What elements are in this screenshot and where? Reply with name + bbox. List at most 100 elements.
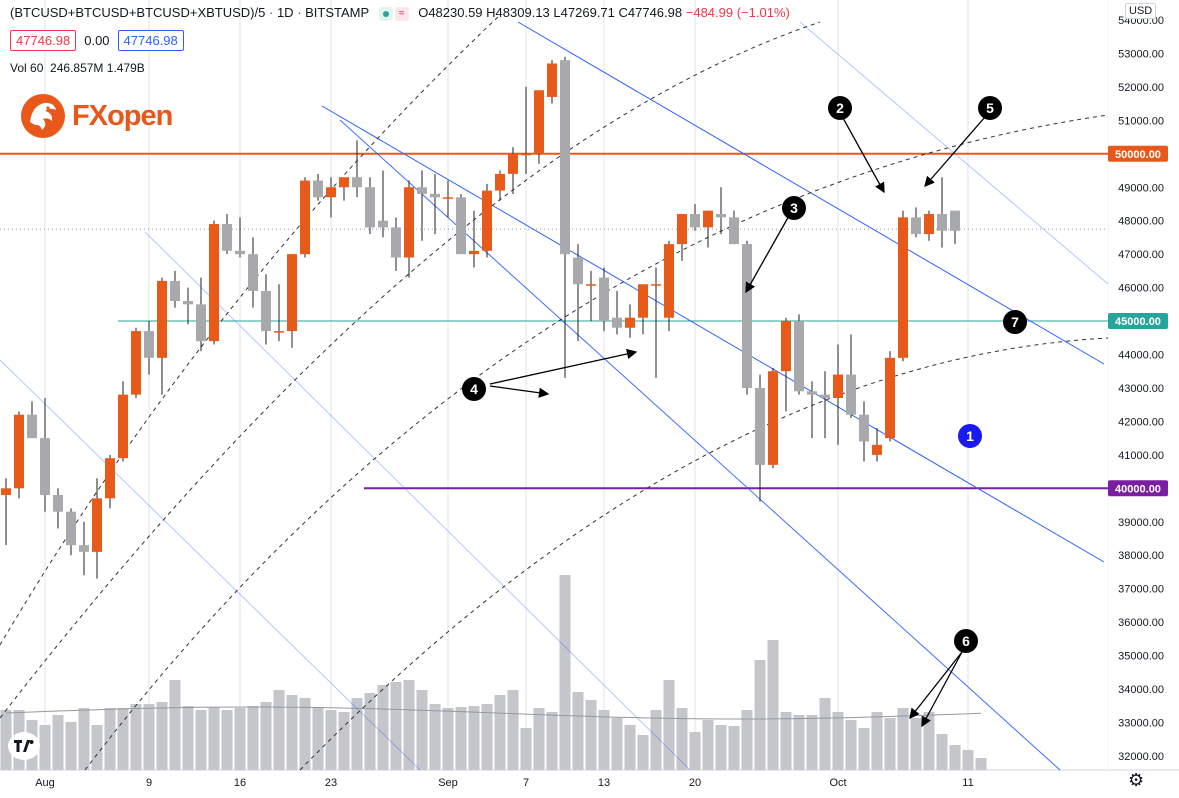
volume-bar	[598, 710, 610, 770]
tradingview-logo-icon[interactable]	[8, 732, 40, 760]
volume-bar	[442, 708, 454, 770]
volume-bar	[143, 704, 155, 770]
volume-bar	[403, 680, 415, 770]
price-tick-label: 53000.00	[1118, 48, 1164, 60]
candle-body	[560, 60, 570, 255]
currency-label[interactable]: USD	[1125, 3, 1157, 19]
candle-body	[1, 488, 11, 495]
volume-bar	[806, 715, 818, 770]
candle	[716, 187, 726, 235]
volume-bar	[377, 685, 389, 770]
candle	[521, 86, 531, 174]
candle	[53, 488, 63, 529]
interval-label[interactable]: 1D	[276, 5, 294, 20]
candle-body	[27, 414, 37, 439]
annotation-3: 3	[782, 196, 806, 220]
candle	[703, 210, 713, 248]
volume-bar	[624, 725, 636, 770]
volume-bar	[936, 734, 948, 770]
time-tick-label: 7	[523, 777, 529, 789]
candle	[274, 284, 284, 342]
volume-bar	[351, 698, 363, 770]
volume-bar	[195, 710, 207, 770]
symbol-label[interactable]: (BTCUSD+BTCUSD+BTCUSD+XBTUSD)/5	[10, 5, 266, 20]
candle	[378, 170, 388, 238]
volume-bar	[273, 690, 285, 770]
close-value: C47746.98	[618, 5, 683, 20]
candle	[833, 344, 843, 445]
level-40k-label: 40000.00	[1115, 483, 1161, 495]
candle-body	[898, 217, 908, 358]
candle-body	[404, 187, 414, 258]
price-tick-label: 52000.00	[1118, 82, 1164, 94]
annotation-number: 7	[1011, 314, 1019, 330]
candle	[482, 183, 492, 258]
candle	[729, 210, 739, 245]
annotation-5: 5	[978, 96, 1002, 120]
candle-body	[339, 177, 349, 188]
volume-bar	[663, 680, 675, 770]
settings-gear-icon[interactable]: ⚙	[1128, 770, 1145, 790]
volume-ma-value: 1.479B	[106, 61, 145, 75]
candle-body	[235, 250, 245, 255]
price-tick-label: 42000.00	[1118, 416, 1164, 428]
candle	[1, 478, 11, 546]
volume-bar	[793, 715, 805, 770]
time-tick-label: 20	[689, 777, 701, 789]
candle	[742, 240, 752, 395]
volume-bar	[338, 712, 350, 770]
volume-bar	[299, 698, 311, 770]
candle-body	[586, 284, 596, 286]
volume-bar	[169, 680, 181, 770]
candle-body	[742, 244, 752, 388]
sell-price-button[interactable]: 47746.98	[10, 30, 77, 51]
candle-body	[274, 331, 284, 333]
annotation-arrow	[921, 651, 963, 728]
candle	[40, 397, 50, 512]
logo-text-open: open	[107, 99, 173, 132]
candle	[508, 147, 518, 194]
volume-bar	[286, 695, 298, 770]
candle	[443, 180, 453, 218]
candle-body	[430, 193, 440, 198]
volume-bar	[507, 690, 519, 770]
volume-bar	[130, 704, 142, 770]
chart-header: (BTCUSD+BTCUSD+BTCUSD+XBTUSD)/5 · 1D · B…	[10, 5, 790, 22]
volume-bar	[858, 728, 870, 770]
candle-body	[157, 280, 167, 358]
level-50k-badge	[1108, 145, 1168, 162]
candle	[872, 428, 882, 462]
price-tick-label: 39000.00	[1118, 517, 1164, 529]
volume-bar	[975, 758, 987, 770]
volume-label[interactable]: Vol 60	[10, 61, 44, 75]
volume-bar	[650, 710, 662, 770]
candle	[664, 240, 674, 332]
volume-bar	[325, 710, 337, 770]
candle-body	[911, 217, 921, 235]
annotation-circle	[954, 629, 978, 653]
annotation-number: 6	[962, 633, 970, 649]
candle	[937, 177, 947, 248]
candle-body	[638, 284, 648, 318]
price-tick-label: 37000.00	[1118, 584, 1164, 596]
channel-upper-line	[321, 105, 1105, 563]
volume-bar	[819, 698, 831, 770]
candle-body	[378, 220, 388, 228]
buy-price-button[interactable]: 47746.98	[117, 30, 184, 51]
candle	[79, 521, 89, 576]
annotation-circle	[828, 96, 852, 120]
candle-body	[105, 458, 115, 499]
spread-value: 0.00	[84, 33, 110, 48]
candle	[144, 321, 154, 375]
candle	[846, 334, 856, 419]
volume-bar	[585, 700, 597, 770]
volume-bar	[468, 706, 480, 770]
candle-body	[456, 197, 466, 255]
channel-faint-line	[0, 359, 421, 771]
candle-body	[937, 214, 947, 231]
candle-body	[53, 494, 63, 512]
annotation-arrow	[924, 116, 986, 187]
candle-body	[716, 214, 726, 218]
annotation-7: 7	[1003, 310, 1027, 334]
